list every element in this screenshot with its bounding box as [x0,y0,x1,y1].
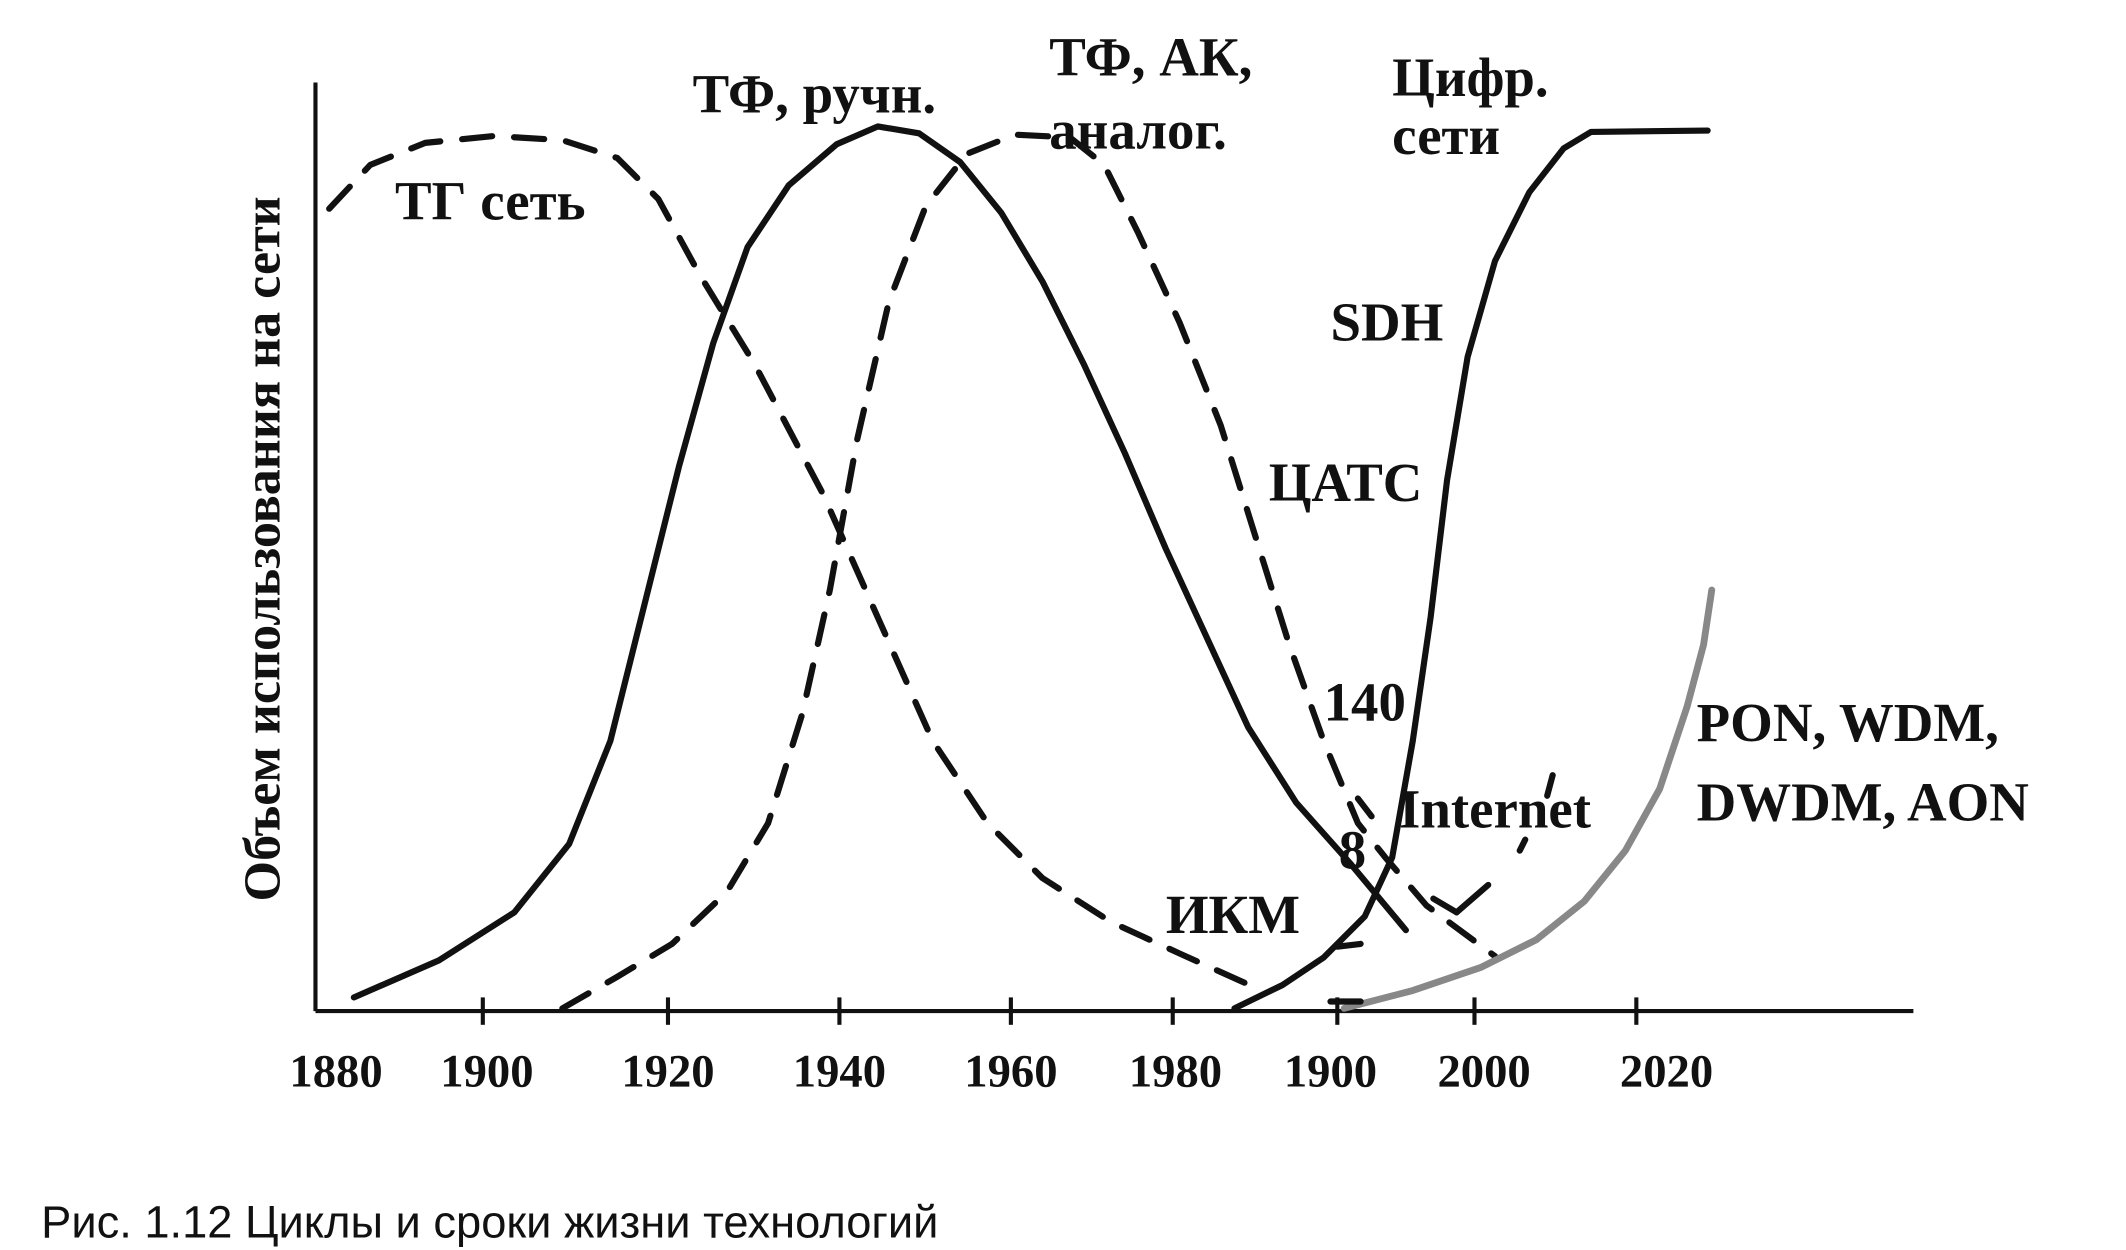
curve-label: ТФ, АК, [1049,27,1252,88]
tf-ak-curve [559,131,1499,1012]
caption: Рис. 1.12 Циклы и сроки жизни технологий [41,1196,938,1247]
curve-label: ЦАТС [1269,452,1423,513]
curve-label: SDH [1330,291,1443,352]
y-axis-label: Объем использования на сети [234,196,291,901]
curve-label: ИКМ [1166,884,1300,945]
x-label: 1920 [621,1046,714,1098]
tf-manual-curve [350,123,1409,1001]
x-label: 1880 [289,1046,382,1098]
x-label: 1940 [793,1046,886,1098]
curve-label: сети [1392,105,1500,166]
curve-label: 140 [1324,671,1406,732]
x-label: 1980 [1129,1046,1222,1098]
x-label: 1960 [964,1046,1057,1098]
curve-label: аналог. [1049,99,1227,160]
x-label: 1900 [1284,1046,1377,1098]
pon-curve [1340,586,1716,1012]
curve-label: 8 [1339,819,1366,880]
x-label: 1900 [440,1046,533,1098]
x-ticks [480,997,1639,1025]
x-axis-labels: 1880 1900 1920 1940 1960 1980 1900 2000 … [289,1046,1713,1098]
curve-label: Цифр. [1392,47,1548,108]
marker-dashes [1327,772,1556,1005]
curve-label: ТГ сеть [395,171,586,232]
curve-labels: ТГ сеть ТФ, ручн. ТФ, АК, аналог. Цифр. … [395,27,2029,945]
x-label: 2000 [1437,1046,1530,1098]
x-label: 2020 [1620,1046,1713,1098]
digital-curve [1231,127,1711,1012]
curve-label: Internet [1399,778,1592,839]
curve-label: PON, WDM, [1697,692,1999,753]
curve-label: DWDM, AON [1697,771,2029,832]
curve-label: ТФ, ручн. [693,64,936,125]
tg-curve [326,132,1265,994]
